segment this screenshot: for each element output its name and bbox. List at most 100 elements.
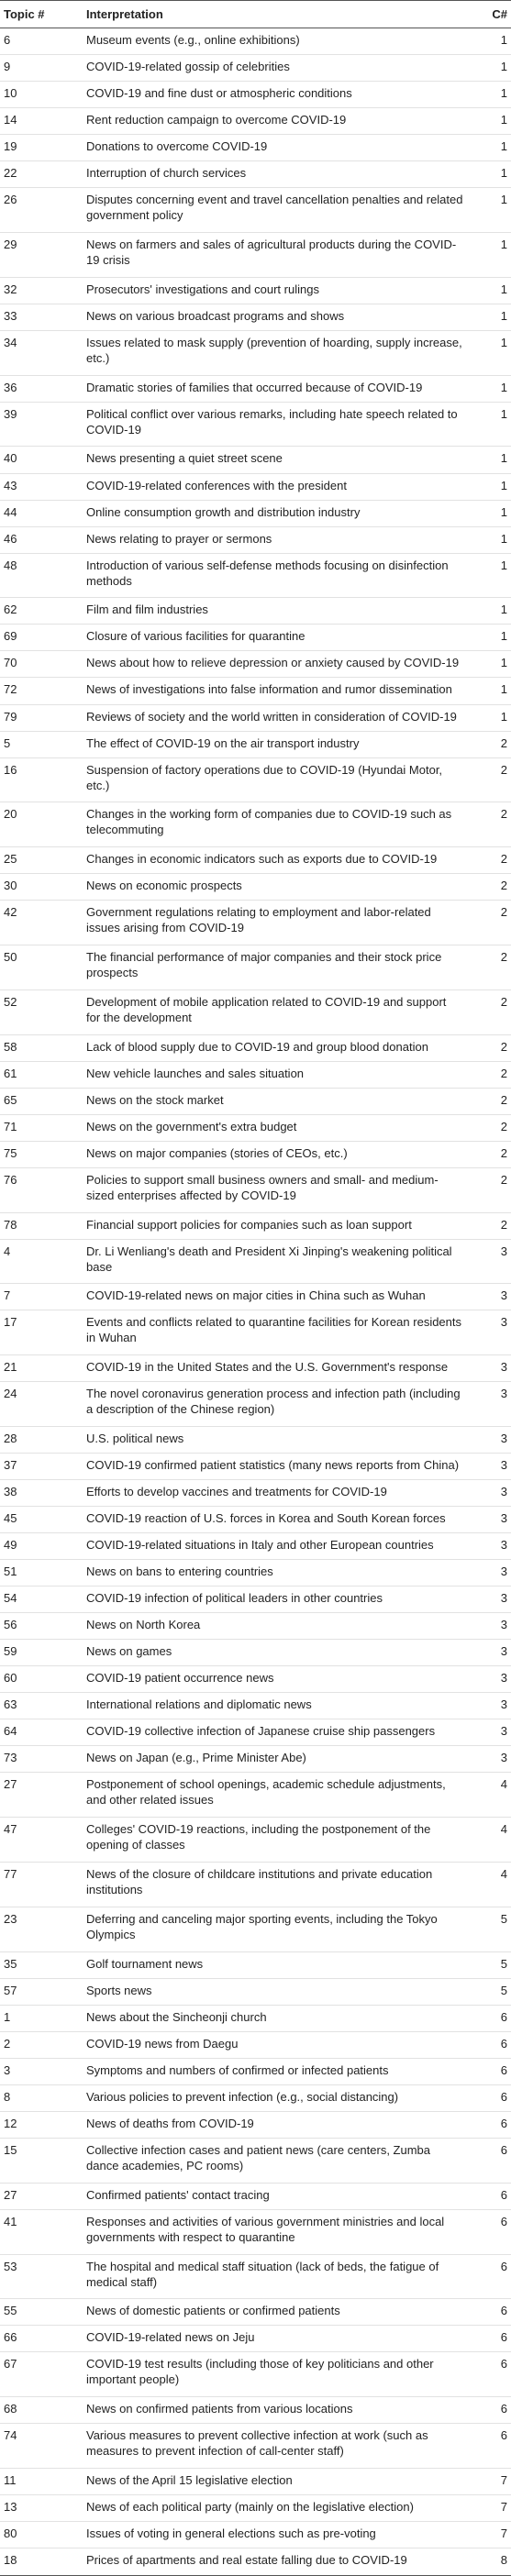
cluster-number: 5 [467, 1907, 511, 1952]
topic-number: 72 [0, 677, 83, 705]
table-body: 6 Museum events (e.g., online exhibitions… [0, 28, 511, 2576]
interpretation: Issues of voting in general elections su… [83, 2521, 467, 2549]
interpretation: COVID-19-related conferences with the pr… [83, 473, 467, 501]
topic-number: 77 [0, 1862, 83, 1907]
cluster-number: 1 [467, 500, 511, 527]
table-row: 58 Lack of blood supply due to COVID-19 a… [0, 1034, 511, 1062]
table-row: 61 New vehicle launches and sales situati… [0, 1061, 511, 1089]
table-row: 40 News presenting a quiet street scene 1 [0, 446, 511, 474]
table-row: 43 COVID-19-related conferences with the … [0, 473, 511, 501]
cluster-number: 2 [467, 1114, 511, 1142]
table-row: 32 Prosecutors' investigations and court … [0, 277, 511, 304]
interpretation: COVID-19-related news on Jeju [83, 2325, 467, 2353]
interpretation: Dramatic stories of families that occurr… [83, 375, 467, 403]
topic-number: 56 [0, 1612, 83, 1641]
interpretation: COVID-19 patient occurrence news [83, 1665, 467, 1694]
topic-number: 46 [0, 526, 83, 554]
cluster-number: 2 [467, 1141, 511, 1168]
cluster-number: 2 [467, 1088, 511, 1115]
cluster-number: 6 [467, 2084, 511, 2112]
topic-number: 11 [0, 2468, 83, 2496]
table-row: 50 The financial performance of major com… [0, 945, 511, 990]
interpretation: COVID-19 collective infection of Japanes… [83, 1719, 467, 1747]
table-header: Topic # Interpretation C# [0, 0, 511, 28]
column-header: Interpretation [83, 0, 467, 28]
topic-number: 43 [0, 473, 83, 501]
interpretation: Issues related to mask supply (preventio… [83, 330, 467, 376]
topic-number: 18 [0, 2548, 83, 2576]
topic-number: 75 [0, 1141, 83, 1168]
topic-number: 10 [0, 81, 83, 109]
interpretation: The effect of COVID-19 on the air transp… [83, 731, 467, 758]
table-row: 80 Issues of voting in general elections … [0, 2521, 511, 2549]
interpretation: News of each political party (mainly on … [83, 2494, 467, 2523]
topic-number: 59 [0, 1639, 83, 1667]
interpretation: New vehicle launches and sales situation [83, 1061, 467, 1089]
cluster-number: 2 [467, 757, 511, 803]
table-row: 55 News of domestic patients or confirmed… [0, 2298, 511, 2327]
interpretation: Changes in the working form of companies… [83, 802, 467, 848]
interpretation: COVID-19 confirmed patient statistics (m… [83, 1453, 467, 1481]
interpretation: Various policies to prevent infection (e… [83, 2084, 467, 2112]
topic-number: 1 [0, 2005, 83, 2032]
topic-number: 30 [0, 873, 83, 901]
topic-number: 8 [0, 2084, 83, 2112]
topic-number: 44 [0, 500, 83, 527]
interpretation: COVID-19 and fine dust or atmospheric co… [83, 81, 467, 109]
cluster-number: 3 [467, 1283, 511, 1311]
interpretation: News on bans to entering countries [83, 1559, 467, 1587]
cluster-number: 5 [467, 1978, 511, 2006]
topic-number: 73 [0, 1745, 83, 1774]
topic-number: 48 [0, 553, 83, 599]
interpretation: COVID-19-related news on major cities in… [83, 1283, 467, 1311]
table-row: 63 International relations and diplomatic… [0, 1692, 511, 1720]
cluster-number: 3 [467, 1426, 511, 1454]
cluster-number: 1 [467, 553, 511, 599]
cluster-number: 3 [467, 1506, 511, 1534]
interpretation: News about the Sincheonji church [83, 2005, 467, 2032]
interpretation: Closure of various facilities for quaran… [83, 624, 467, 652]
interpretation: Changes in economic indicators such as e… [83, 846, 467, 875]
table-row: 60 COVID-19 patient occurrence news 3 [0, 1665, 511, 1694]
cluster-number: 4 [467, 1862, 511, 1907]
table-row: 2 COVID-19 news from Daegu 6 [0, 2031, 511, 2059]
topic-number: 70 [0, 650, 83, 679]
table-row: 23 Deferring and canceling major sporting… [0, 1907, 511, 1952]
table-row: 72 News of investigations into false info… [0, 677, 511, 705]
interpretation: COVID-19 infection of political leaders … [83, 1586, 467, 1614]
cluster-number: 6 [467, 2396, 511, 2425]
interpretation: Symptoms and numbers of confirmed or inf… [83, 2058, 467, 2085]
topic-number: 49 [0, 1532, 83, 1561]
topic-number: 29 [0, 232, 83, 278]
table-row: 37 COVID-19 confirmed patient statistics … [0, 1453, 511, 1481]
interpretation: News on various broadcast programs and s… [83, 304, 467, 331]
header-row: Topic # Interpretation C# [0, 0, 511, 28]
cluster-number: 1 [467, 704, 511, 732]
table-row: 7 COVID-19-related news on major cities i… [0, 1283, 511, 1311]
topic-number: 27 [0, 1772, 83, 1819]
table-row: 67 COVID-19 test results (including those… [0, 2351, 511, 2398]
interpretation: Dr. Li Wenliang's death and President Xi… [83, 1239, 467, 1285]
cluster-number: 2 [467, 945, 511, 990]
interpretation: Government regulations relating to emplo… [83, 900, 467, 946]
topic-number: 52 [0, 989, 83, 1035]
interpretation: COVID-19 reaction of U.S. forces in Kore… [83, 1506, 467, 1534]
topic-number: 41 [0, 2209, 83, 2255]
cluster-number: 3 [467, 1532, 511, 1561]
topic-number: 65 [0, 1088, 83, 1115]
topic-number: 19 [0, 134, 83, 162]
topic-number: 2 [0, 2031, 83, 2059]
cluster-number: 1 [467, 473, 511, 501]
interpretation: News on major companies (stories of CEOs… [83, 1141, 467, 1168]
table-row: 75 News on major companies (stories of CE… [0, 1141, 511, 1168]
cluster-number: 2 [467, 873, 511, 901]
interpretation: Interruption of church services [83, 160, 467, 189]
table-row: 69 Closure of various facilities for quar… [0, 624, 511, 652]
table-row: 14 Rent reduction campaign to overcome CO… [0, 107, 511, 136]
table-row: 41 Responses and activities of various go… [0, 2209, 511, 2255]
interpretation: News relating to prayer or sermons [83, 526, 467, 554]
topic-number: 63 [0, 1692, 83, 1720]
topic-number: 3 [0, 2058, 83, 2085]
cluster-number: 3 [467, 1381, 511, 1428]
topic-number: 6 [0, 28, 83, 56]
